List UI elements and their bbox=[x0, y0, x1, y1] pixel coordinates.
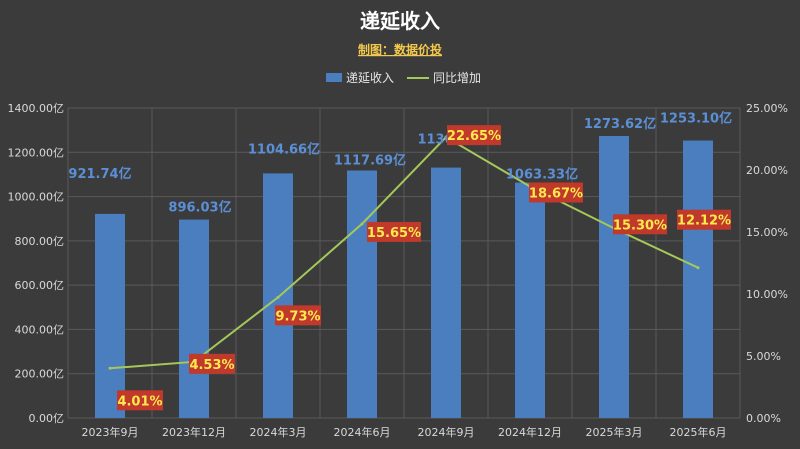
pct-label-box bbox=[189, 353, 235, 374]
growth-point bbox=[444, 135, 448, 139]
bar-labels: 921.74亿896.03亿1104.66亿1117.69亿1130.1063.… bbox=[68, 111, 732, 216]
growth-polyline bbox=[109, 135, 699, 370]
left-axis: 0.00亿 200.00亿 400.00亿 600.00亿 800.00亿 1000.00… bbox=[8, 102, 65, 425]
growth-point bbox=[696, 266, 700, 270]
pct-labels: 4.01% 4.53% 9.73% 15.65% 22.65% 18.67% 15.30% 1… bbox=[117, 125, 731, 411]
x-tick-label: 2023年12月 bbox=[162, 425, 226, 439]
bar-value-label: 1253.10亿 bbox=[660, 111, 732, 127]
chart-subtitle: 制图：数据价投 bbox=[358, 42, 442, 57]
pct-value-label: 9.73% bbox=[275, 309, 320, 324]
pct-value-label: 15.30% bbox=[613, 218, 667, 233]
pct-label-box bbox=[447, 125, 501, 146]
x-tick-label: 2023年9月 bbox=[82, 425, 139, 439]
bar bbox=[683, 140, 713, 418]
pct-value-label: 22.65% bbox=[447, 129, 501, 144]
growth-point bbox=[360, 222, 364, 226]
bar-value-label: 1273.62亿 bbox=[584, 116, 656, 132]
legend: 递延收入 同比增加 bbox=[326, 71, 481, 85]
x-tick-label: 2024年6月 bbox=[334, 425, 391, 439]
legend-bar-swatch bbox=[326, 73, 342, 82]
pct-value-label: 15.65% bbox=[367, 226, 421, 241]
left-tick-label: 200.00亿 bbox=[15, 368, 65, 381]
legend-bar-label: 递延收入 bbox=[346, 71, 394, 85]
bar bbox=[515, 182, 545, 418]
right-tick-label: 10.00% bbox=[746, 288, 788, 301]
pct-value-label: 4.53% bbox=[189, 358, 234, 373]
bar bbox=[263, 173, 293, 418]
pct-label-box bbox=[613, 214, 667, 235]
right-tick-label: 20.00% bbox=[746, 164, 788, 177]
right-tick-label: 5.00% bbox=[746, 350, 781, 363]
x-tick-label: 2024年3月 bbox=[250, 425, 307, 439]
bar bbox=[599, 135, 629, 419]
left-tick-label: 1200.00亿 bbox=[8, 146, 65, 159]
x-axis: 2023年9月 2023年12月 2024年3月 2024年6月 2024年9月 2024… bbox=[82, 425, 727, 439]
bar-value-label: 896.03亿 bbox=[168, 200, 231, 216]
pct-label-box bbox=[677, 209, 731, 230]
right-tick-label: 0.00% bbox=[746, 412, 781, 425]
left-tick-label: 800.00亿 bbox=[15, 235, 65, 248]
pct-value-label: 18.67% bbox=[529, 186, 583, 201]
bar-value-label: 1063.33亿 bbox=[506, 167, 578, 183]
bar bbox=[431, 167, 461, 418]
legend-line-label: 同比增加 bbox=[433, 71, 481, 85]
pct-label-box bbox=[275, 305, 321, 326]
left-tick-label: 400.00亿 bbox=[15, 323, 65, 336]
x-tick-label: 2025年3月 bbox=[586, 425, 643, 439]
bar-value-label: 921.74亿 bbox=[68, 166, 131, 182]
bar-value-label: 1117.69亿 bbox=[334, 153, 406, 169]
bars bbox=[95, 135, 713, 419]
pct-label-box bbox=[367, 221, 421, 242]
bar-value-label: 1104.66亿 bbox=[248, 141, 320, 157]
chart-title: 递延收入 bbox=[360, 9, 440, 33]
pct-label-box bbox=[117, 390, 163, 411]
bar bbox=[179, 219, 209, 418]
x-tick-label: 2024年9月 bbox=[418, 425, 475, 439]
x-tick-label: 2025年6月 bbox=[670, 425, 727, 439]
left-tick-label: 1000.00亿 bbox=[8, 191, 65, 204]
pct-label-box bbox=[529, 182, 583, 203]
right-tick-label: 25.00% bbox=[746, 102, 788, 115]
bar bbox=[347, 170, 377, 418]
left-tick-label: 600.00亿 bbox=[15, 279, 65, 292]
x-tick-label: 2024年12月 bbox=[498, 425, 562, 439]
growth-point bbox=[108, 366, 112, 370]
left-tick-label: 1400.00亿 bbox=[8, 102, 65, 115]
left-tick-label: 0.00亿 bbox=[29, 412, 65, 425]
pct-value-label: 4.01% bbox=[117, 394, 162, 409]
pct-value-label: 12.12% bbox=[677, 214, 731, 229]
right-tick-label: 15.00% bbox=[746, 226, 788, 239]
growth-point bbox=[276, 295, 280, 299]
bar bbox=[95, 213, 125, 418]
right-axis: 0.00% 5.00% 10.00% 15.00% 20.00% 25.00% bbox=[746, 102, 788, 425]
